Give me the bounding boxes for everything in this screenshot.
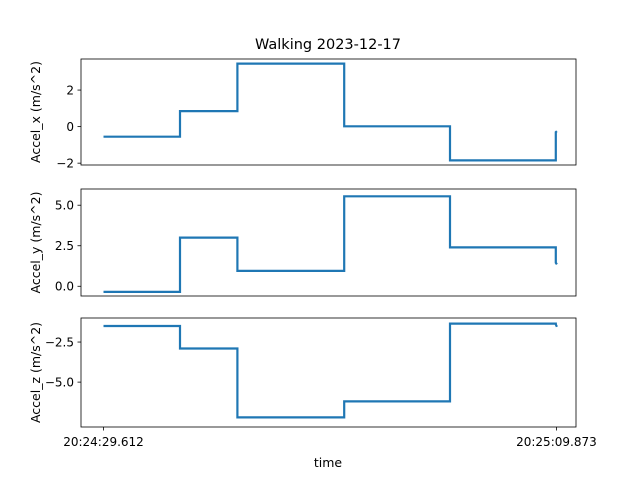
x-tick-label: 20:25:09.873: [516, 435, 597, 449]
y-tick-label: −5.0: [45, 375, 74, 389]
subplot-1-frame: [80, 58, 577, 166]
y-axis-label: Accel_x (m/s^2): [28, 61, 43, 163]
y-tick-label: 0: [66, 120, 74, 134]
subplot-1: 2 0 −2 Accel_x (m/s^2): [28, 58, 577, 170]
subplot-3-frame: [80, 317, 577, 428]
y-axis-label: Accel_z (m/s^2): [28, 322, 43, 423]
subplot-2-frame: [80, 188, 577, 297]
subplot-1-series-line: [103, 62, 558, 162]
y-tick-label: 0.0: [55, 280, 74, 294]
subplot-3-series-line: [103, 322, 558, 419]
x-tick-label: 20:24:29.612: [63, 435, 144, 449]
y-tick-label: 2.5: [55, 239, 74, 253]
y-axis-label: Accel_y (m/s^2): [28, 192, 43, 294]
x-axis-label: time: [314, 455, 343, 470]
subplot-2-series-line: [103, 195, 558, 293]
y-tick-label: 5.0: [55, 199, 74, 213]
y-tick-label: −2.5: [45, 335, 74, 349]
y-tick-label: −2: [56, 156, 74, 170]
subplot-2: 5.0 2.5 0.0 Accel_y (m/s^2): [28, 188, 577, 297]
y-tick-label: 2: [66, 83, 74, 97]
chart-title: Walking 2023-12-17: [255, 37, 401, 53]
